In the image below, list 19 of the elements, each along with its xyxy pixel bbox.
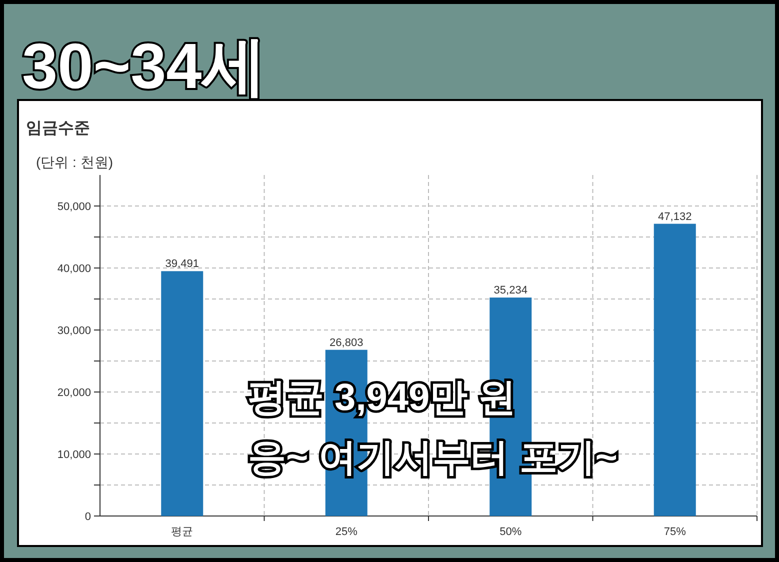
y-tick-label: 30,000 — [57, 325, 91, 337]
data-label: 26,803 — [330, 336, 364, 349]
y-axis-title: (단위 : 천원) — [36, 154, 113, 170]
bar — [654, 224, 696, 516]
y-tick-label: 50,000 — [57, 201, 91, 213]
x-tick-label: 75% — [664, 526, 686, 538]
y-tick-label: 20,000 — [57, 387, 91, 399]
y-tick-label: 40,000 — [57, 263, 91, 275]
x-tick-label: 50% — [500, 526, 522, 538]
data-label: 47,132 — [658, 210, 692, 223]
chart-title: 30~34세 — [22, 30, 266, 102]
x-tick-label: 평균 — [171, 526, 194, 538]
y-tick-label: 0 — [84, 511, 91, 523]
data-label: 35,234 — [494, 284, 528, 297]
y-tick-label: 10,000 — [57, 449, 91, 461]
data-label: 39,491 — [165, 258, 199, 270]
chart-subtitle: 임금수준 — [26, 120, 90, 137]
bar — [161, 271, 204, 516]
x-tick-label: 25% — [335, 526, 358, 538]
